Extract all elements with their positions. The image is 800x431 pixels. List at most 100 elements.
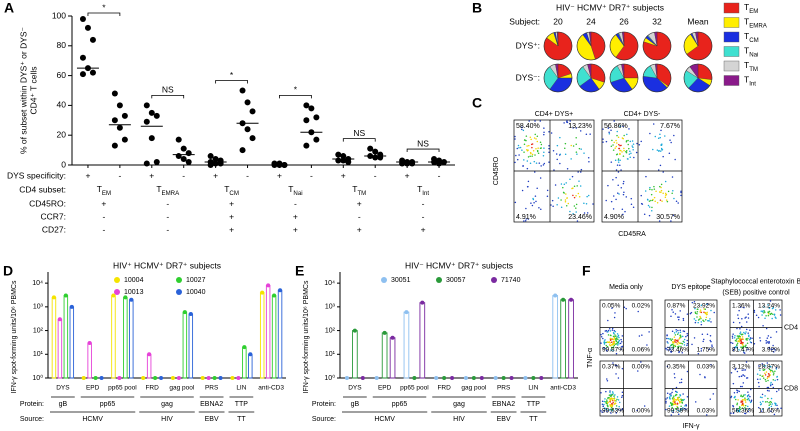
event-dot <box>683 344 686 346</box>
row-label: CD45RO: <box>29 198 66 208</box>
bar <box>51 296 57 379</box>
event-dot <box>614 402 617 404</box>
event-dot <box>670 220 672 222</box>
event-dot <box>665 400 667 403</box>
event-dot <box>586 195 588 198</box>
event-dot <box>675 390 677 393</box>
event-dot <box>615 145 618 148</box>
event-dot <box>630 197 633 200</box>
data-point <box>249 135 256 142</box>
event-dot <box>705 414 708 416</box>
subset-label-main: T <box>352 184 357 194</box>
event-dot <box>670 394 673 397</box>
event-dot <box>733 347 736 349</box>
event-dot <box>741 369 743 371</box>
quadrant-label: 0.05% <box>602 303 621 310</box>
event-dot <box>658 150 660 152</box>
event-dot <box>681 351 683 354</box>
event-dot <box>666 341 668 343</box>
subset-label: TNai <box>288 184 302 197</box>
panel-label: F <box>582 263 591 279</box>
event-dot <box>740 339 742 341</box>
event-dot <box>685 408 687 410</box>
event-dot <box>603 347 605 349</box>
pie-slice <box>697 63 713 80</box>
event-dot <box>614 147 616 149</box>
event-dot <box>756 373 759 375</box>
data-point <box>239 87 246 94</box>
quadrant-events <box>699 363 712 379</box>
event-dot <box>565 204 568 207</box>
bar <box>248 353 253 379</box>
event-dot <box>580 171 582 173</box>
bar-point <box>99 376 104 380</box>
event-dot <box>526 167 529 170</box>
event-dot <box>710 363 712 366</box>
event-dot <box>732 405 735 408</box>
event-dot <box>771 348 773 350</box>
event-dot <box>533 137 536 139</box>
subset-label: TEM <box>97 184 111 197</box>
event-dot <box>542 155 545 157</box>
event-dot <box>671 192 673 195</box>
event-dot <box>566 197 568 199</box>
event-dot <box>531 143 534 145</box>
event-dot <box>677 341 680 344</box>
event-dot <box>672 311 674 313</box>
data-point <box>303 142 310 149</box>
event-dot <box>765 342 768 344</box>
event-dot <box>565 121 568 123</box>
event-dot <box>699 315 701 318</box>
event-dot <box>605 344 608 347</box>
subject-name: 26 <box>619 16 629 26</box>
event-dot <box>764 372 766 374</box>
bar-point <box>242 345 247 350</box>
event-dot <box>753 309 756 312</box>
bar-point <box>404 310 409 315</box>
subject-name: 24 <box>586 16 596 26</box>
event-dot <box>766 386 769 389</box>
event-dot <box>623 147 625 150</box>
event-dot <box>673 397 675 400</box>
event-dot <box>774 349 776 351</box>
event-dot <box>652 123 655 125</box>
event-dot <box>576 185 578 187</box>
marker-sign: + <box>229 198 234 208</box>
row-label: Source: <box>20 416 44 423</box>
event-dot <box>627 158 629 160</box>
quadrant-events <box>753 327 778 353</box>
bar <box>129 299 134 379</box>
event-dot <box>669 346 671 348</box>
event-dot <box>664 135 666 137</box>
y-tick-label: 10³ <box>33 304 44 311</box>
event-dot <box>682 393 684 395</box>
event-dot <box>753 311 756 313</box>
y-axis-title: CD4⁺ T cells <box>28 66 38 114</box>
event-dot <box>575 127 578 129</box>
event-dot <box>686 334 689 337</box>
event-dot <box>733 392 736 394</box>
event-dot <box>623 149 625 152</box>
event-dot <box>736 403 738 406</box>
event-dot <box>699 316 702 319</box>
quadrant-label: 23.92% <box>693 303 715 310</box>
event-dot <box>709 318 711 320</box>
event-dot <box>744 412 747 415</box>
event-dot <box>696 308 699 310</box>
event-dot <box>612 179 614 181</box>
event-dot <box>773 372 775 374</box>
event-dot <box>665 398 667 400</box>
row-label: DYS specificity: <box>7 170 66 180</box>
bar-point <box>236 376 241 380</box>
event-dot <box>774 309 777 311</box>
bar-point <box>434 376 439 380</box>
event-dot <box>741 404 743 407</box>
data-point <box>377 154 384 161</box>
source-label: EBV <box>497 416 511 423</box>
plot-title: CD4+ DYS+ <box>535 111 574 118</box>
event-dot <box>640 202 643 205</box>
event-dot <box>555 153 558 155</box>
event-dot <box>560 206 563 209</box>
event-dot <box>624 210 626 213</box>
quadrant-events <box>756 362 779 389</box>
